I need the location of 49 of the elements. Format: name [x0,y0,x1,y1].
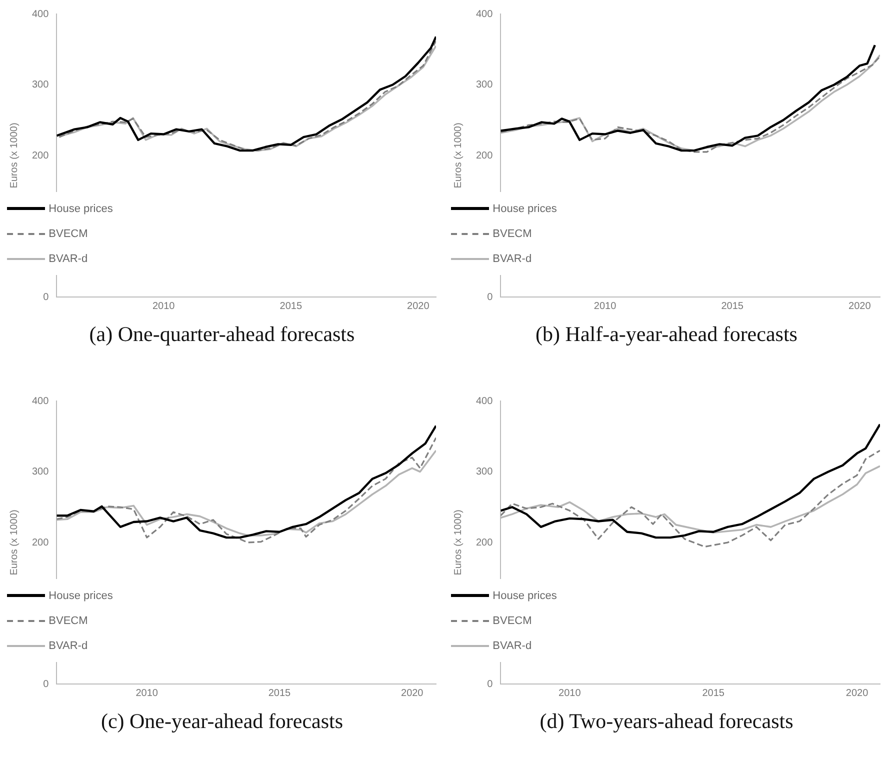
legend-label: BVAR-d [492,252,532,265]
y-tick-label: 0 [487,292,494,303]
y-tick-label: 0 [487,678,494,690]
y-tick-label: 300 [32,80,50,90]
y-axis-title: Euros (x 1000) [452,510,464,576]
y-tick-label: 400 [32,8,50,20]
line-series [500,450,880,548]
legend-label: House prices [492,202,557,215]
x-tick-label: 2020 [848,300,872,312]
y-tick-label: 400 [32,396,50,407]
legend-label: House prices [48,590,113,602]
y-tick-label: 300 [476,80,494,90]
y-tick-label: 200 [476,537,494,548]
legend-label: BVECM [492,228,532,240]
y-tick-label: 0 [43,292,50,303]
y-tick-label: 200 [476,150,494,162]
legend-label: BVECM [492,614,532,627]
legend-label: BVAR-d [48,252,88,265]
legend-label: BVECM [48,614,88,627]
x-tick-label: 2020 [401,688,424,699]
y-tick-label: 200 [32,537,50,548]
legend-label: House prices [48,202,113,215]
x-tick-label: 2015 [268,688,292,699]
text: (a) One-quarter-ahead forecasts [88,322,356,347]
x-tick-label: 2020 [846,688,869,699]
text: (d) Two-years-ahead forecasts [538,709,794,734]
y-axis-title: Euros (x 1000) [452,122,464,188]
legend-label: BVAR-d [492,640,532,652]
legend-label: BVECM [48,228,88,240]
x-tick-label: 2010 [152,300,176,312]
y-axis-title: Euros (x 1000) [8,122,20,188]
x-tick-label: 2010 [136,688,158,699]
y-tick-label: 400 [476,8,494,20]
y-tick-label: 400 [476,396,494,407]
y-tick-label: 0 [43,678,50,690]
legend-label: House prices [492,590,557,602]
x-tick-label: 2020 [407,300,430,312]
x-tick-label: 2010 [558,688,582,699]
x-tick-label: 2015 [721,300,744,312]
x-tick-label: 2015 [702,688,725,699]
text: (c) One-year-ahead forecasts [100,709,344,734]
y-tick-label: 300 [476,466,494,478]
legend-label: BVAR-d [48,640,88,652]
y-axis-title: Euros (x 1000) [8,510,20,576]
y-tick-label: 200 [32,150,50,162]
y-tick-label: 300 [32,466,50,478]
text: (b) Half-a-year-ahead forecasts [534,322,798,347]
x-tick-label: 2015 [280,300,302,312]
x-tick-label: 2010 [594,300,617,312]
